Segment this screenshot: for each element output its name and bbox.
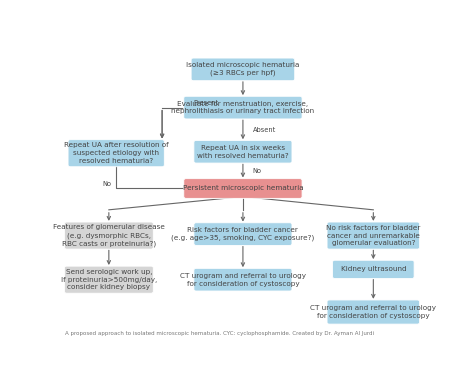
Text: CT urogram and referral to urology
for consideration of cystoscopy: CT urogram and referral to urology for c… (180, 273, 306, 286)
Text: Isolated microscopic hematuria
(≥3 RBCs per hpf): Isolated microscopic hematuria (≥3 RBCs … (186, 62, 300, 76)
FancyBboxPatch shape (333, 260, 414, 278)
FancyBboxPatch shape (194, 223, 292, 245)
Text: Repeat UA after resolution of
suspected etiology with
resolved hematuria?: Repeat UA after resolution of suspected … (64, 142, 168, 164)
FancyBboxPatch shape (327, 222, 419, 249)
Text: Risk factors for bladder cancer
(e.g. age>35, smoking, CYC exposure?): Risk factors for bladder cancer (e.g. ag… (171, 227, 315, 241)
Text: Evaluate for menstruation, exercise,
nephrolithiasis or urinary tract infection: Evaluate for menstruation, exercise, nep… (172, 101, 314, 115)
FancyBboxPatch shape (191, 58, 295, 81)
Text: No risk factors for bladder
cancer and unremarkable
glomerular evaluation?: No risk factors for bladder cancer and u… (326, 225, 420, 246)
FancyBboxPatch shape (194, 141, 292, 163)
FancyBboxPatch shape (184, 179, 302, 198)
Text: Repeat UA in six weeks
with resolved hematuria?: Repeat UA in six weeks with resolved hem… (197, 145, 289, 159)
FancyBboxPatch shape (184, 96, 302, 119)
Text: Present: Present (193, 100, 219, 107)
Text: A proposed approach to isolated microscopic hematuria. CYC: cyclophosphamide. Cr: A proposed approach to isolated microsco… (65, 331, 374, 336)
FancyBboxPatch shape (68, 140, 164, 167)
Text: No: No (102, 181, 111, 187)
FancyBboxPatch shape (64, 266, 153, 293)
Text: Persistent microscopic hematuria: Persistent microscopic hematuria (182, 186, 303, 191)
Text: CT urogram and referral to urology
for consideration of cystoscopy: CT urogram and referral to urology for c… (310, 305, 437, 319)
Text: Features of glomerular disease
(e.g. dysmorphic RBCs,
RBC casts or proteinuria?): Features of glomerular disease (e.g. dys… (53, 224, 165, 247)
Text: Absent: Absent (253, 127, 276, 133)
FancyBboxPatch shape (64, 222, 153, 249)
Text: No: No (252, 168, 261, 174)
Text: Send serologic work up,
If proteinuria>500mg/day,
consider kidney biopsy: Send serologic work up, If proteinuria>5… (61, 269, 157, 290)
FancyBboxPatch shape (194, 269, 292, 291)
Text: Kidney ultrasound: Kidney ultrasound (340, 266, 406, 272)
FancyBboxPatch shape (327, 300, 419, 324)
